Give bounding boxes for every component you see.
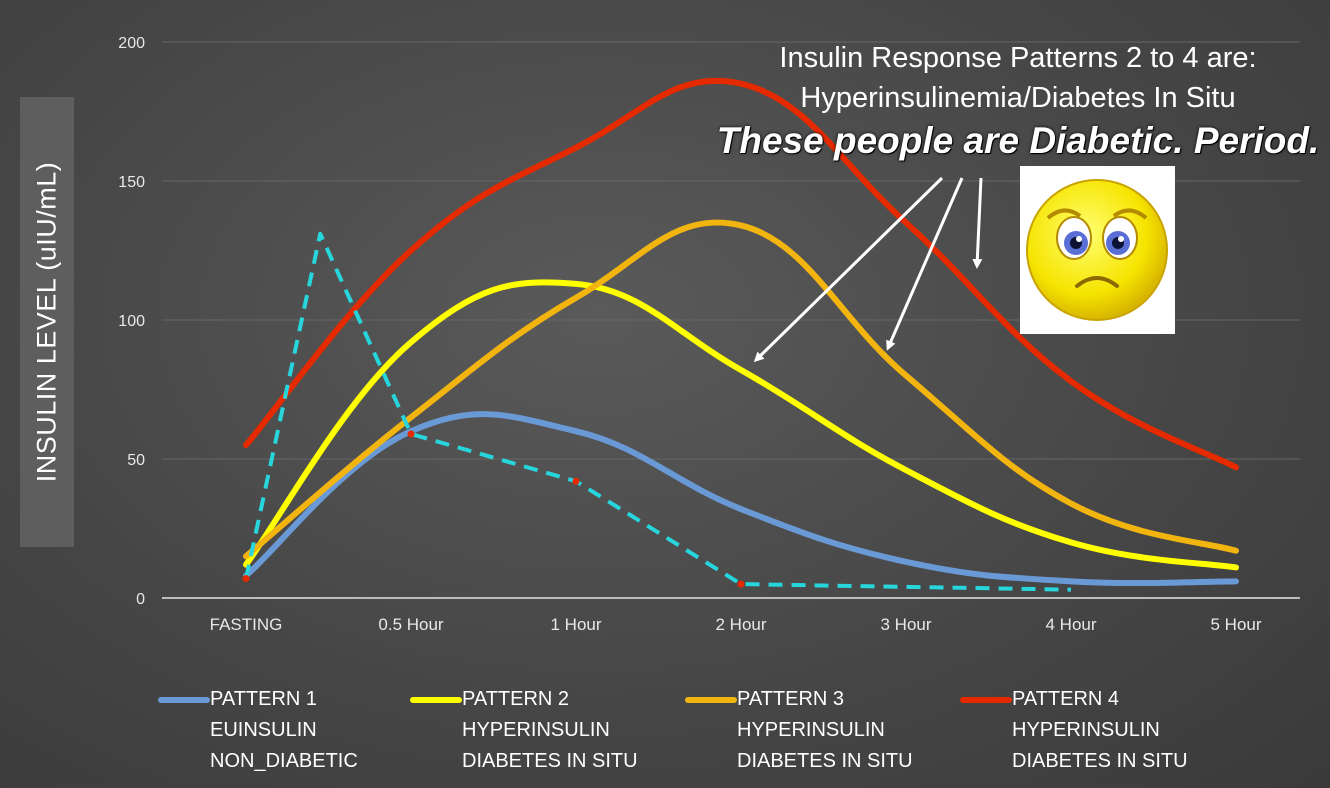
annotation-line-3: These people are Diabetic. Period.	[716, 120, 1320, 161]
overlay-point	[407, 430, 415, 438]
legend-series-desc: HYPERINSULIN	[462, 719, 610, 741]
series-line-pattern-1	[243, 411, 1239, 587]
annotation-arrow-1	[753, 176, 944, 363]
legend-series-desc: DIABETES IN SITU	[737, 750, 913, 772]
y-tick-label: 50	[127, 452, 145, 469]
series-line-pattern-2	[243, 279, 1239, 571]
dashed-overlay-line	[244, 231, 1072, 592]
legend-series-desc: DIABETES IN SITU	[1012, 750, 1188, 772]
annotation-line-1: Insulin Response Patterns 2 to 4 are:	[779, 42, 1257, 74]
legend-series-desc: DIABETES IN SITU	[462, 750, 638, 772]
y-tick-label: 100	[118, 313, 145, 330]
legend-series-name: PATTERN 3	[737, 688, 845, 710]
legend-series-name: PATTERN 2	[462, 688, 570, 710]
legend-swatch	[960, 697, 1012, 703]
x-tick-label: FASTING	[210, 615, 283, 634]
x-tick-label: 1 Hour	[550, 615, 601, 634]
legend-swatch	[685, 697, 737, 703]
y-tick-label: 150	[118, 174, 145, 191]
legend-series-desc: HYPERINSULIN	[737, 719, 885, 741]
series-line-pattern-4	[243, 77, 1239, 471]
y-tick-label: 0	[136, 591, 145, 608]
annotation-line-2: Hyperinsulinemia/Diabetes In Situ	[800, 82, 1236, 114]
y-axis-label-panel	[20, 97, 74, 547]
overlay-point	[737, 580, 745, 588]
y-tick-label: 200	[118, 35, 145, 52]
legend-swatch	[410, 697, 462, 703]
legend-series-name: PATTERN 4	[1012, 688, 1120, 710]
annotation-arrow-2	[886, 177, 964, 351]
overlay-point	[242, 575, 250, 583]
x-tick-label: 5 Hour	[1210, 615, 1261, 634]
overlay-point	[572, 477, 580, 485]
legend-series-desc: EUINSULIN	[210, 719, 317, 741]
legend-series-name: PATTERN 1	[210, 688, 318, 710]
x-tick-label: 0.5 Hour	[378, 615, 444, 634]
legend-series-desc: HYPERINSULIN	[1012, 719, 1160, 741]
x-tick-label: 2 Hour	[715, 615, 766, 634]
legend-series-desc: NON_DIABETIC	[210, 750, 358, 772]
annotation-arrow-3	[972, 177, 983, 269]
series-line-pattern-3	[243, 219, 1239, 560]
legend-swatch	[158, 697, 210, 703]
x-tick-label: 3 Hour	[880, 615, 931, 634]
x-tick-label: 4 Hour	[1045, 615, 1096, 634]
sad-face-icon	[1020, 166, 1175, 334]
